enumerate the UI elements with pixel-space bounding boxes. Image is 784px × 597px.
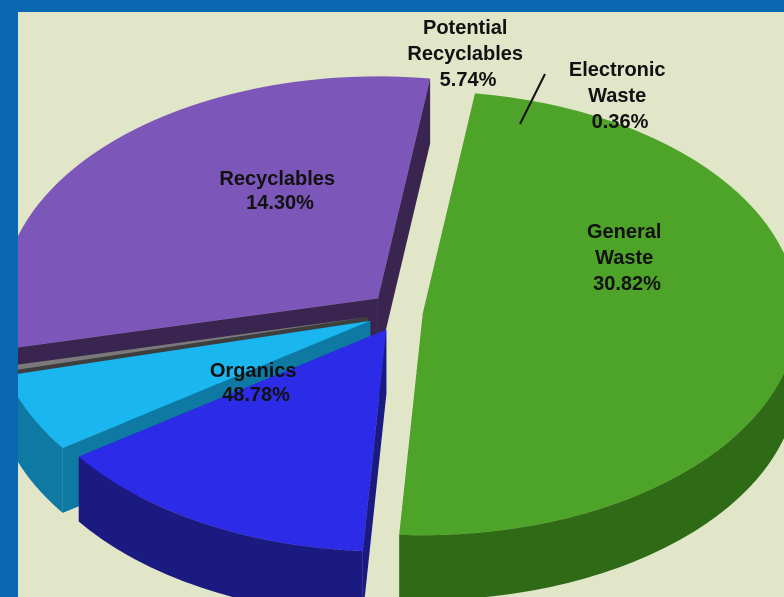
pie-tops [18, 76, 784, 552]
pie-slice-general-waste [18, 76, 431, 348]
slice-label-general-waste: General Waste 30.82% [587, 221, 667, 295]
pie-slice-electronic-waste [18, 317, 369, 370]
pie-slice-potential-recyclables [18, 320, 371, 448]
slice-label-organics: Organics 48.78% [210, 360, 302, 406]
pie-side-potential-recyclables [18, 396, 63, 513]
pie-side-organics [399, 372, 784, 597]
slice-label-recyclables: Recyclables 14.30% [219, 168, 340, 214]
chart-area: Organics 48.78% Recyclables 14.30% Poten… [18, 12, 784, 597]
slice-label-electronic-waste: Electronic Waste 0.36% [569, 59, 671, 133]
pie-slice-organics [399, 93, 784, 536]
pie-cut-face-recyclables [362, 329, 387, 597]
pie-cut-face-general-waste [377, 78, 431, 364]
pie-side-recyclables [78, 456, 363, 597]
pie-labels: Organics 48.78% Recyclables 14.30% Poten… [210, 17, 671, 406]
pie-slice-recyclables [78, 329, 387, 552]
pie-chart: Organics 48.78% Recyclables 14.30% Poten… [18, 17, 784, 597]
slice-label-potential-recyclables: Potential Recyclables 5.74% [407, 17, 528, 91]
leader-line-electronic-waste [519, 73, 546, 125]
